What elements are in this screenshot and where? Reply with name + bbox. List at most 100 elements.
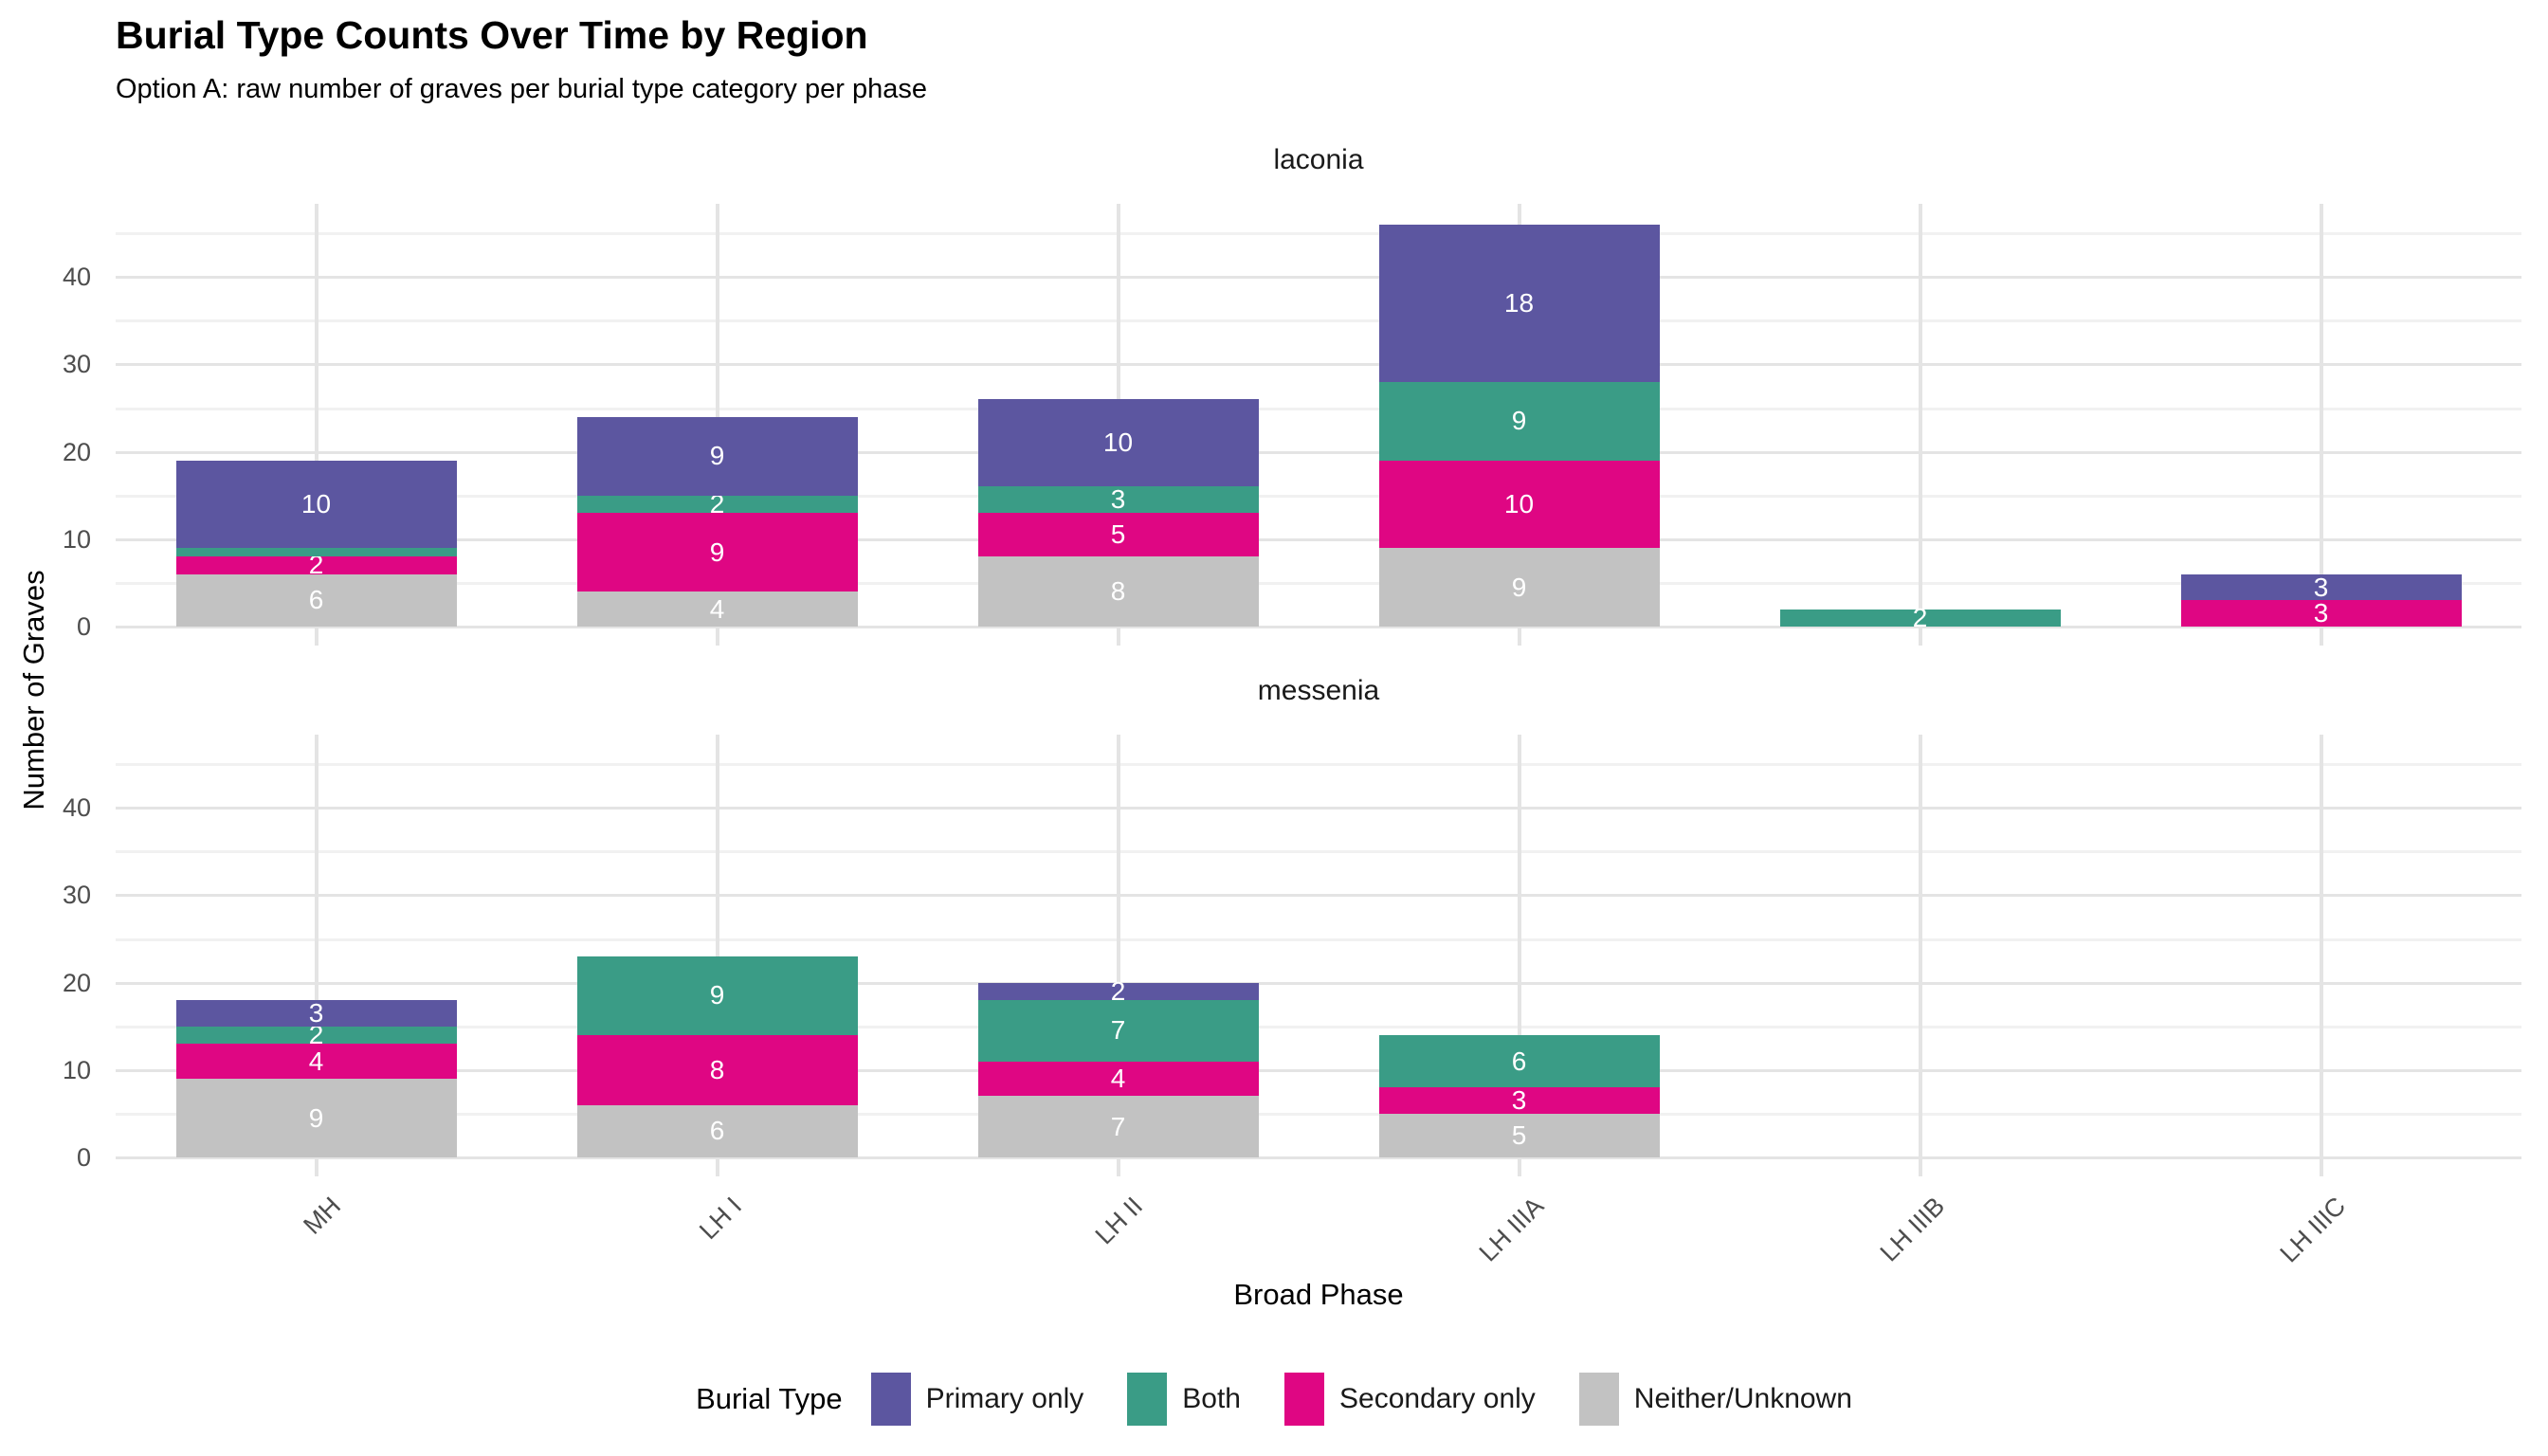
gridline-major (116, 626, 2521, 628)
bar-segment: 4 (977, 1061, 1259, 1097)
bar-value-label: 4 (308, 1046, 324, 1076)
legend-label: Neither/Unknown (1633, 1383, 1852, 1414)
bar-segment: 2 (576, 489, 858, 519)
gridline-major (116, 1068, 2521, 1072)
gridline-minor (116, 319, 2521, 323)
bar-segment: 8 (977, 556, 1259, 627)
gridline-major (116, 450, 2521, 454)
gridline-vertical (715, 735, 719, 1176)
chart-title: Burial Type Counts Over Time by Region (116, 13, 868, 57)
bar-segment: 7 (977, 1096, 1259, 1157)
legend-item: Secondary only (1284, 1373, 1536, 1426)
bar-segment: 18 (1378, 224, 1660, 382)
facet-label-laconia: laconia (1273, 144, 1364, 175)
bar-segment: 9 (175, 1079, 457, 1157)
y-tick-label: 20 (62, 437, 91, 466)
x-tick-label: LH I (693, 1192, 747, 1246)
bar-value-label: 6 (709, 1116, 725, 1146)
gridline-vertical (1517, 735, 1521, 1176)
bar-segment: 2 (977, 976, 1259, 1006)
y-tick-label: 40 (62, 793, 91, 823)
bar-value-label: 2 (1912, 602, 1928, 632)
bar-value-label: 5 (1511, 1119, 1527, 1150)
gridline-minor (116, 407, 2521, 410)
legend-item: Both (1127, 1373, 1241, 1426)
bar-segment: 6 (1378, 1034, 1660, 1088)
bar-segment: 6 (576, 1104, 858, 1157)
bar-value-label: 10 (300, 488, 332, 519)
gridline-major (116, 894, 2521, 898)
bar-value-label: 7 (1110, 1015, 1126, 1046)
bar-value-label: 9 (709, 980, 725, 1010)
gridline-major (116, 363, 2521, 367)
bar-segment: 3 (2180, 598, 2462, 628)
bar-value-label: 3 (2313, 598, 2329, 628)
gridline-vertical (314, 735, 318, 1176)
bar-segment: 3 (2180, 572, 2462, 602)
bar-segment: 9 (576, 513, 858, 592)
gridline-vertical (2319, 204, 2323, 646)
bar-value-label: 8 (1110, 576, 1126, 607)
legend-swatch (870, 1373, 911, 1426)
gridline-minor (116, 1025, 2521, 1028)
bar-value-label: 3 (2313, 572, 2329, 602)
x-tick-label: LH II (1089, 1192, 1148, 1250)
legend-items: Primary only Both Secondary only Neither/Un… (870, 1373, 1852, 1426)
bar-value-label: 4 (709, 593, 725, 624)
bar-value-label: 6 (308, 585, 324, 615)
gridline-minor (116, 581, 2521, 585)
legend-label: Primary only (925, 1383, 1084, 1414)
bar-value-label: 9 (709, 537, 725, 567)
bar-value-label: 2 (1110, 975, 1126, 1006)
bar-segment: 6 (175, 573, 457, 627)
bar-segment: 9 (1378, 381, 1660, 461)
y-tick-label: 0 (76, 1143, 91, 1172)
bar-value-label: 3 (1511, 1085, 1527, 1116)
bar-segment: 2 (1779, 603, 2061, 632)
bar-value-label: 4 (1110, 1064, 1126, 1094)
gridline-vertical (2319, 735, 2323, 1176)
facet-panel-laconia: 6 2 10 4 9 2 9 8 5 3 10 9 10 9 18 2 3 3 (116, 204, 2521, 646)
bar-value-label: 7 (1110, 1111, 1126, 1141)
bar-value-label: 2 (308, 1019, 324, 1049)
x-tick-label: LH IIIB (1874, 1192, 1950, 1267)
y-tick-label: 0 (76, 612, 91, 641)
bar-segment: 3 (175, 997, 457, 1028)
bar-segment (175, 548, 457, 557)
bar-segment: 4 (175, 1044, 457, 1079)
legend-swatch (1578, 1373, 1619, 1426)
legend-swatch (1284, 1373, 1324, 1426)
bar-value-label: 2 (709, 488, 725, 519)
bar-segment: 9 (576, 956, 858, 1035)
bar-segment: 10 (977, 399, 1259, 487)
bar-value-label: 2 (308, 550, 324, 580)
bar-segment: 7 (977, 1000, 1259, 1062)
bar-value-label: 5 (1110, 519, 1126, 550)
gridline-vertical (1918, 735, 1922, 1176)
legend: Burial Type Primary only Both Secondary on… (0, 1361, 2548, 1437)
gridline-major (116, 1156, 2521, 1159)
bar-segment: 5 (977, 513, 1259, 557)
gridline-minor (116, 850, 2521, 854)
gridline-vertical (1918, 204, 1922, 646)
bar-value-label: 3 (1110, 484, 1126, 515)
bar-segment: 5 (1378, 1113, 1660, 1157)
gridline-minor (116, 494, 2521, 498)
bar-value-label: 10 (1503, 488, 1535, 519)
y-axis-title: Number of Graves (17, 570, 50, 810)
bar-segment: 2 (175, 1020, 457, 1049)
legend-item: Primary only (870, 1373, 1084, 1426)
bar-segment: 10 (1378, 460, 1660, 548)
chart-subtitle: Option A: raw number of graves per buria… (116, 74, 927, 104)
bar-value-label: 6 (1511, 1046, 1527, 1076)
bar-value-label: 9 (709, 441, 725, 471)
bar-value-label: 9 (1511, 406, 1527, 436)
bar-segment: 9 (1378, 548, 1660, 627)
x-tick-label: LH IIIC (2274, 1192, 2351, 1268)
bar-value-label: 9 (1511, 572, 1527, 602)
gridline-vertical (1116, 735, 1120, 1176)
legend-title: Burial Type (696, 1382, 843, 1415)
bar-value-label: 3 (308, 997, 324, 1028)
